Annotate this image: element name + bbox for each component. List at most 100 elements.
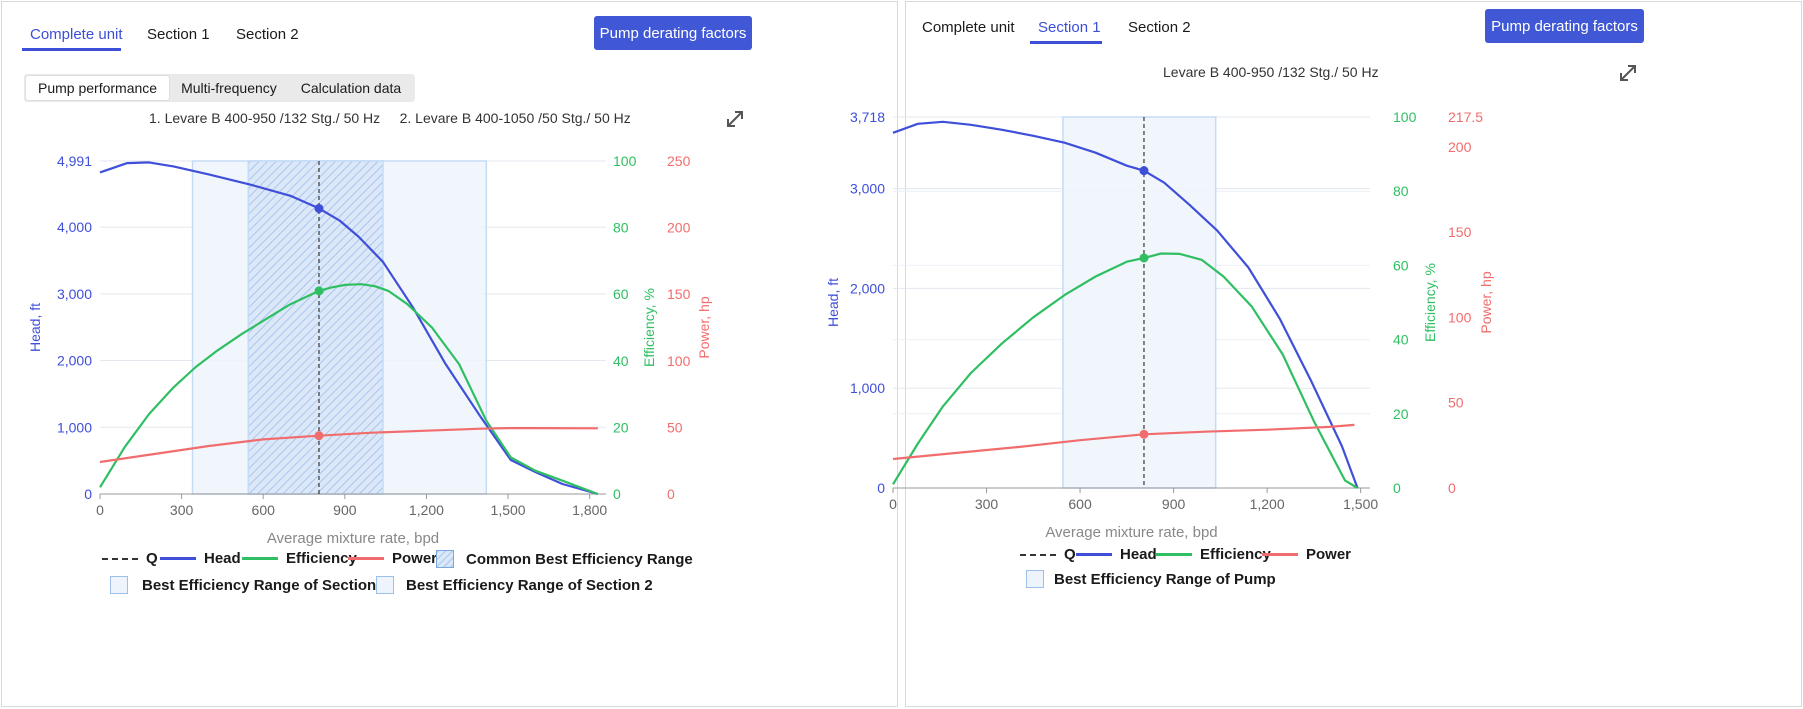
power-operating-point [314, 431, 324, 441]
legend-best-efficiency-range-of-pump[interactable]: Best Efficiency Range of Pump [1026, 570, 1276, 588]
pump-derating-factors-button[interactable]: Pump derating factors [1485, 9, 1644, 43]
efficiency-series-line [99, 283, 599, 496]
x-tick-label: 0 [889, 496, 897, 512]
x-tick-label: 900 [1162, 496, 1186, 512]
efficiency-tick-label: 100 [1393, 109, 1417, 125]
efficiency-tick-label: 80 [613, 220, 629, 236]
head-axis-title: Head, ft [27, 303, 43, 352]
x-tick-label: 300 [170, 502, 194, 518]
expand-arrows-icon[interactable] [724, 108, 746, 130]
line-icon [1262, 553, 1298, 556]
power-tick-label: 200 [1448, 139, 1472, 155]
power-axis-title: Power, hp [1478, 271, 1494, 333]
legend-efficiency[interactable]: Efficiency [242, 550, 357, 567]
head-operating-point [1139, 166, 1149, 176]
chart-title: 1. Levare B 400-950 /132 Stg./ 50 Hz 2. … [149, 110, 631, 126]
head-tick-label: 3,000 [57, 286, 92, 302]
legend-q[interactable]: Q [1020, 546, 1076, 563]
head-tick-label: 0 [84, 486, 92, 502]
subtab-multi-frequency[interactable]: Multi-frequency [181, 80, 277, 96]
legend-q[interactable]: Q [102, 550, 158, 567]
power-axis-title: Power, hp [696, 296, 712, 358]
power-operating-point [1139, 429, 1149, 439]
legend-power[interactable]: Power [348, 550, 437, 567]
efficiency-tick-label: 20 [1393, 406, 1409, 422]
head-tick-label: 0 [877, 480, 885, 496]
line-icon [1156, 553, 1192, 556]
head-series-line [99, 161, 599, 496]
power-tick-label: 0 [1448, 480, 1456, 496]
head-tick-label: 3,718 [850, 109, 885, 125]
box-icon [110, 576, 128, 594]
efficiency-tick-label: 40 [1393, 332, 1409, 348]
line-icon [1076, 553, 1112, 556]
x-tick-label: 1,800 [572, 502, 607, 518]
right-panel: Complete unit Section 1 Section 2 Pump d… [825, 1, 1802, 707]
subtab-pump-performance[interactable]: Pump performance [26, 76, 170, 100]
power-tick-label: 150 [1448, 224, 1472, 240]
line-icon [348, 557, 384, 560]
pump-derating-factors-button[interactable]: Pump derating factors [594, 16, 752, 50]
tab-section-1[interactable]: Section 1 [147, 26, 210, 43]
subtab-group: Pump performance Multi-frequency Calcula… [24, 74, 416, 102]
expand-arrows-icon[interactable] [1617, 62, 1639, 84]
head-tick-label: 1,000 [850, 380, 885, 396]
head-tick-label: 2,000 [57, 353, 92, 369]
efficiency-tick-label: 0 [1393, 480, 1401, 496]
efficiency-axis-title: Efficiency, % [1422, 263, 1438, 342]
legend-best-efficiency-range-section-2[interactable]: Best Efficiency Range of Section 2 [376, 576, 653, 594]
efficiency-tick-label: 100 [613, 153, 637, 169]
active-tab-indicator [1030, 41, 1102, 44]
legend-efficiency[interactable]: Efficiency [1156, 546, 1271, 563]
x-axis-title: Average mixture rate, bpd [267, 530, 439, 547]
performance-chart-section-1: 0 1,000 2,000 3,000 3,718 0 20 40 60 80 100 0 50 100 1… [825, 109, 1494, 541]
legend-head[interactable]: Head [160, 550, 241, 567]
legend-common-best-efficiency-range[interactable]: Common Best Efficiency Range [436, 550, 693, 568]
efficiency-tick-label: 60 [1393, 257, 1409, 273]
head-tick-label: 3,000 [850, 181, 885, 197]
power-tick-label: 50 [667, 419, 683, 435]
head-operating-point [314, 203, 324, 213]
efficiency-axis-title: Efficiency, % [641, 288, 657, 367]
power-tick-label: 0 [667, 486, 675, 502]
active-tab-indicator [22, 48, 121, 51]
power-tick-label: 200 [667, 220, 691, 236]
tab-complete-unit[interactable]: Complete unit [922, 19, 1015, 36]
head-tick-label: 4,000 [57, 219, 92, 235]
power-tick-label: 100 [667, 353, 691, 369]
legend-best-efficiency-range-section-1[interactable]: Best Efficiency Range of Section 1 [110, 576, 389, 594]
box-icon [376, 576, 394, 594]
dashed-line-icon [102, 557, 138, 560]
left-panel: Complete unit Section 1 Section 2 Pump d… [1, 1, 898, 707]
power-tick-label: 217.5 [1448, 109, 1483, 125]
power-tick-label: 50 [1448, 395, 1464, 411]
line-icon [242, 557, 278, 560]
chart-group: 0 1,000 2,000 3,000 3,718 0 20 40 60 80 100 0 50 100 1… [825, 109, 1494, 541]
x-tick-label: 600 [252, 502, 276, 518]
head-series-line [892, 120, 1359, 489]
efficiency-tick-label: 60 [613, 286, 629, 302]
efficiency-tick-label: 0 [613, 486, 621, 502]
head-tick-label: 4,991 [57, 153, 92, 169]
tab-section-2[interactable]: Section 2 [1128, 19, 1191, 36]
efficiency-operating-point [314, 286, 324, 296]
x-axis-title: Average mixture rate, bpd [1045, 524, 1217, 541]
power-series-line [99, 427, 598, 464]
performance-chart-complete-unit: 0 1,000 2,000 3,000 4,000 4,991 0 20 40 60 80 100 0 5… [27, 153, 712, 547]
line-icon [160, 557, 196, 560]
efficiency-tick-label: 80 [1393, 183, 1409, 199]
legend-power[interactable]: Power [1262, 546, 1351, 563]
legend-head[interactable]: Head [1076, 546, 1157, 563]
x-tick-label: 1,200 [1250, 496, 1285, 512]
tab-complete-unit[interactable]: Complete unit [30, 26, 123, 43]
hatched-box-icon [436, 550, 454, 568]
x-tick-label: 300 [975, 496, 999, 512]
head-tick-label: 1,000 [57, 419, 92, 435]
efficiency-operating-point [1139, 253, 1149, 263]
x-tick-label: 1,500 [1343, 496, 1378, 512]
tab-section-2[interactable]: Section 2 [236, 26, 299, 43]
tab-section-1[interactable]: Section 1 [1038, 19, 1101, 36]
subtab-calculation-data[interactable]: Calculation data [300, 80, 402, 96]
efficiency-tick-label: 20 [613, 419, 629, 435]
efficiency-tick-label: 40 [613, 353, 629, 369]
